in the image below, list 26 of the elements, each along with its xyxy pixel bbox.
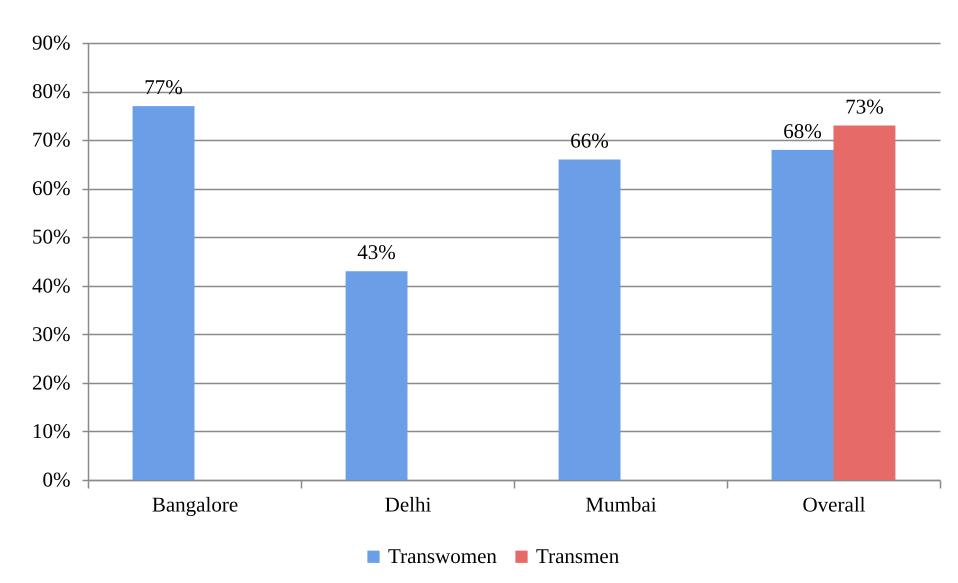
data-label: 77% [144,75,183,100]
x-tick-label: Delhi [384,492,432,516]
bar [346,271,408,480]
bar [834,126,896,480]
bar [132,106,194,480]
bar [558,160,620,480]
data-label: 66% [570,128,609,153]
y-tick-label: 10% [32,418,70,443]
data-label: 68% [783,118,822,143]
data-label: 73% [845,94,884,119]
y-tick-label: 40% [32,273,70,298]
y-tick-label: 20% [32,370,70,394]
bar [772,150,834,480]
y-tick-label: 70% [32,128,70,152]
y-tick-label: 80% [32,79,70,104]
y-tick-label: 90% [32,30,70,54]
y-tick-label: 30% [32,322,70,346]
x-tick-label: Overall [802,492,866,516]
x-tick-label: Mumbai [585,492,657,516]
y-tick-label: 50% [32,224,70,249]
data-label: 43% [357,240,396,264]
y-tick-label: 0% [42,468,70,492]
y-tick-label: 60% [32,176,70,200]
legend-label: Transwomen [388,544,498,568]
x-tick-label: Bangalore [152,492,238,516]
legend-label: Transmen [536,544,620,568]
